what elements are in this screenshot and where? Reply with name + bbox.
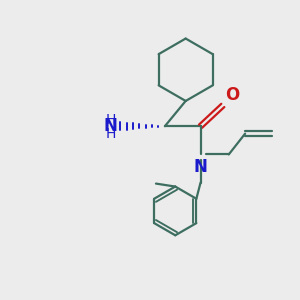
- Text: O: O: [225, 86, 239, 104]
- Text: N: N: [103, 117, 117, 135]
- Text: N: N: [194, 158, 208, 176]
- Text: H: H: [105, 127, 116, 141]
- Text: H: H: [105, 113, 116, 127]
